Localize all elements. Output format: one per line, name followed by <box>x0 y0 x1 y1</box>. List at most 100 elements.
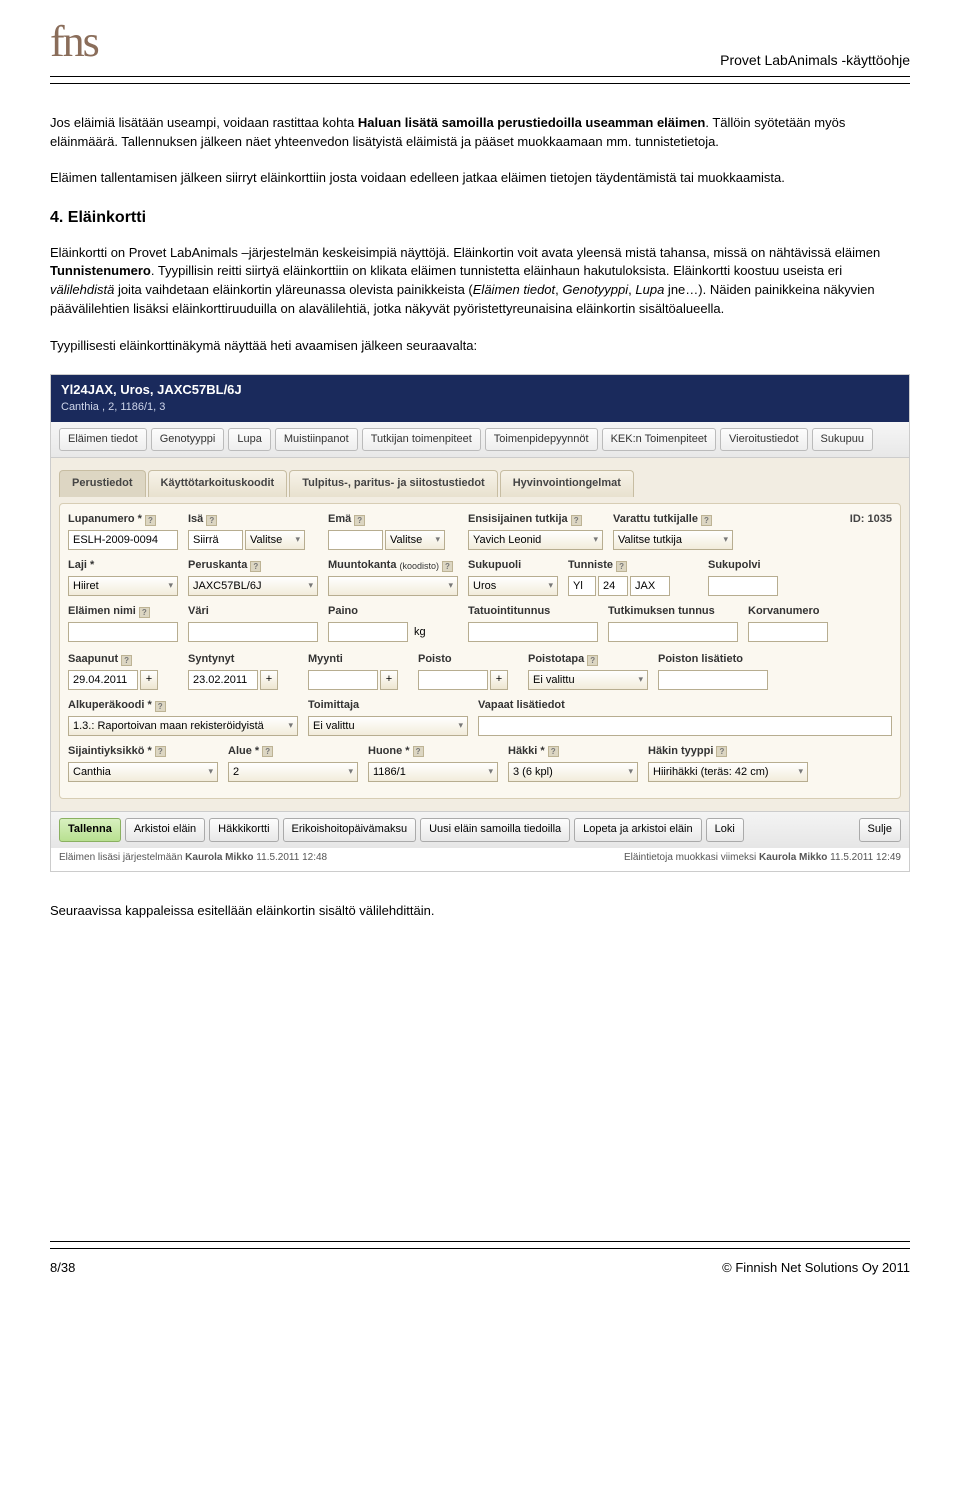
sulje-button[interactable]: Sulje <box>859 818 901 842</box>
hakkikortti-button[interactable]: Häkkikortti <box>209 818 278 842</box>
input-korvanumero[interactable] <box>748 622 828 642</box>
date-plus-button[interactable]: + <box>260 670 278 690</box>
input-poisto[interactable] <box>418 670 488 690</box>
subtab-hyvinvointiongelmat[interactable]: Hyvinvointiongelmat <box>500 470 634 497</box>
input-lupanumero[interactable]: ESLH-2009-0094 <box>68 530 178 550</box>
main-tab-bar: Eläimen tiedot Genotyyppi Lupa Muistiinp… <box>51 422 909 459</box>
help-icon[interactable]: ? <box>354 515 365 526</box>
select-varattu-tutkijalle[interactable]: Valitse tutkija <box>613 530 733 550</box>
tab-toimenpidepyynnot[interactable]: Toimenpidepyynnöt <box>485 428 598 452</box>
help-icon[interactable]: ? <box>145 515 156 526</box>
help-icon[interactable]: ? <box>139 607 150 618</box>
select-hakin-tyyppi[interactable]: Hiirihäkki (teräs: 42 cm) <box>648 762 808 782</box>
help-icon[interactable]: ? <box>262 746 273 757</box>
label-poiston-lisatieto: Poiston lisätieto <box>658 652 768 668</box>
input-poiston-lisatieto[interactable] <box>658 670 768 690</box>
copyright: © Finnish Net Solutions Oy 2011 <box>722 1259 910 1278</box>
help-icon[interactable]: ? <box>571 515 582 526</box>
input-tunniste-suf[interactable]: JAX <box>630 576 670 596</box>
select-sukupuoli[interactable]: Uros <box>468 576 558 596</box>
doc-title: Provet LabAnimals -käyttöohje <box>720 50 910 74</box>
input-vapaat-lisatiedot[interactable] <box>478 716 892 736</box>
tab-kek-toimenpiteet[interactable]: KEK:n Toimenpiteet <box>602 428 716 452</box>
label-ema: Emä? <box>328 512 458 528</box>
card-subtitle: Canthia , 2, 1186/1, 3 <box>61 400 899 416</box>
input-tunniste-pre[interactable]: Yl <box>568 576 596 596</box>
input-myynti[interactable] <box>308 670 378 690</box>
tab-muistiinpanot[interactable]: Muistiinpanot <box>275 428 358 452</box>
input-paino[interactable] <box>328 622 408 642</box>
help-icon[interactable]: ? <box>701 515 712 526</box>
select-laji[interactable]: Hiiret <box>68 576 178 596</box>
input-ema[interactable] <box>328 530 383 550</box>
subtab-tulpitus[interactable]: Tulpitus-, paritus- ja siitostustiedot <box>289 470 498 497</box>
date-plus-button[interactable]: + <box>380 670 398 690</box>
help-icon[interactable]: ? <box>413 746 424 757</box>
input-syntynyt[interactable]: 23.02.2011 <box>188 670 258 690</box>
help-icon[interactable]: ? <box>206 515 217 526</box>
tallenna-button[interactable]: Tallenna <box>59 818 121 842</box>
label-huone: Huone *? <box>368 744 498 760</box>
arkistoi-elain-button[interactable]: Arkistoi eläin <box>125 818 205 842</box>
select-alkuperakoodi[interactable]: 1.3.: Raportoivan maan rekisteröidyistä <box>68 716 298 736</box>
screenshot-elainkortti: Yl24JAX, Uros, JAXC57BL/6J Canthia , 2, … <box>50 374 910 873</box>
label-muuntokanta: Muuntokanta(koodisto)? <box>328 558 458 574</box>
help-icon[interactable]: ? <box>442 561 453 572</box>
select-hakki[interactable]: 3 (6 kpl) <box>508 762 638 782</box>
input-vari[interactable] <box>188 622 318 642</box>
select-ensisijainen-tutkija[interactable]: Yavich Leonid <box>468 530 603 550</box>
label-sukupolvi: Sukupolvi <box>708 558 778 574</box>
input-sukupolvi[interactable] <box>708 576 778 596</box>
label-alkuperakoodi: Alkuperäkoodi *? <box>68 698 298 714</box>
loki-button[interactable]: Loki <box>706 818 744 842</box>
select-toimittaja[interactable]: Ei valittu <box>308 716 468 736</box>
label-paino: Paino <box>328 604 458 620</box>
input-tutkimuksen-tunnus[interactable] <box>608 622 738 642</box>
tab-tutkijan-toimenpiteet[interactable]: Tutkijan toimenpiteet <box>362 428 481 452</box>
date-plus-button[interactable]: + <box>140 670 158 690</box>
label-hakin-tyyppi: Häkin tyyppi? <box>648 744 808 760</box>
input-saapunut[interactable]: 29.04.2011 <box>68 670 138 690</box>
input-elaimen-nimi[interactable] <box>68 622 178 642</box>
subtab-kayttotarkoituskoodit[interactable]: Käyttötarkoituskoodit <box>148 470 288 497</box>
subtab-perustiedot[interactable]: Perustiedot <box>59 470 146 497</box>
help-icon[interactable]: ? <box>155 701 166 712</box>
section-heading: 4. Eläinkortti <box>50 206 910 229</box>
input-isa[interactable]: Siirrä <box>188 530 243 550</box>
help-icon[interactable]: ? <box>548 746 559 757</box>
help-icon[interactable]: ? <box>616 561 627 572</box>
select-alue[interactable]: 2 <box>228 762 358 782</box>
select-isa[interactable]: Valitse <box>245 530 305 550</box>
paragraph-3: Eläinkortti on Provet LabAnimals –järjes… <box>50 244 910 319</box>
lopeta-arkistoi-button[interactable]: Lopeta ja arkistoi eläin <box>574 818 701 842</box>
tab-elaimen-tiedot[interactable]: Eläimen tiedot <box>59 428 147 452</box>
tab-genotyyppi[interactable]: Genotyyppi <box>151 428 225 452</box>
uusi-elain-button[interactable]: Uusi eläin samoilla tiedoilla <box>420 818 570 842</box>
select-huone[interactable]: 1186/1 <box>368 762 498 782</box>
select-ema[interactable]: Valitse <box>385 530 445 550</box>
select-peruskanta[interactable]: JAXC57BL/6J <box>188 576 318 596</box>
tab-lupa[interactable]: Lupa <box>228 428 270 452</box>
label-isa: Isä? <box>188 512 318 528</box>
select-poistotapa[interactable]: Ei valittu <box>528 670 648 690</box>
input-tunniste-num[interactable]: 24 <box>598 576 628 596</box>
erikoishoito-button[interactable]: Erikoishoitopäivämaksu <box>283 818 417 842</box>
label-vapaat-lisatiedot: Vapaat lisätiedot <box>478 698 892 714</box>
help-icon[interactable]: ? <box>155 746 166 757</box>
date-plus-button[interactable]: + <box>490 670 508 690</box>
label-myynti: Myynti <box>308 652 408 668</box>
label-poistotapa: Poistotapa? <box>528 652 648 668</box>
help-icon[interactable]: ? <box>716 746 727 757</box>
tab-vieroitustiedot[interactable]: Vieroitustiedot <box>720 428 808 452</box>
label-ensisijainen-tutkija: Ensisijainen tutkija? <box>468 512 603 528</box>
help-icon[interactable]: ? <box>587 655 598 666</box>
select-sijaintiyksikko[interactable]: Canthia <box>68 762 218 782</box>
select-muuntokanta[interactable] <box>328 576 458 596</box>
help-icon[interactable]: ? <box>250 561 261 572</box>
label-poisto: Poisto <box>418 652 518 668</box>
tab-sukupuu[interactable]: Sukupuu <box>812 428 873 452</box>
help-icon[interactable]: ? <box>121 655 132 666</box>
input-tatuointitunnus[interactable] <box>468 622 598 642</box>
label-toimittaja: Toimittaja <box>308 698 468 714</box>
label-elaimen-nimi: Eläimen nimi? <box>68 604 178 620</box>
